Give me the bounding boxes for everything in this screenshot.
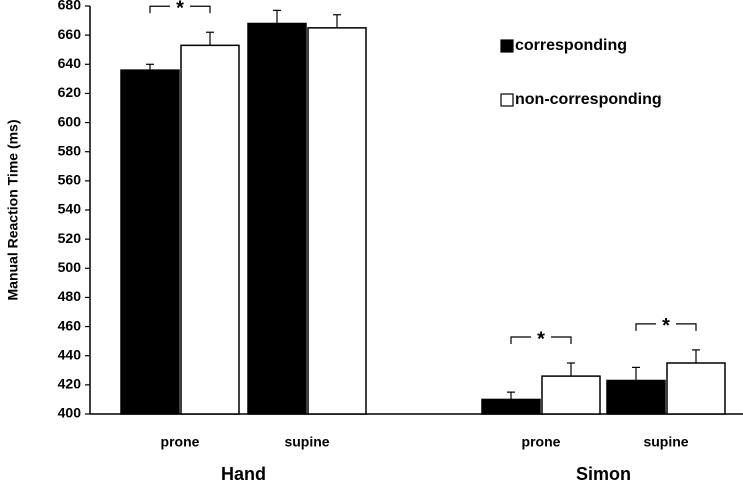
legend-swatch: [500, 39, 514, 53]
bar: [120, 69, 180, 415]
significance-bracket: [635, 323, 697, 331]
x-tick-label: supine: [643, 434, 688, 450]
y-tick-label: 620: [58, 84, 82, 100]
y-tick-label: 580: [58, 142, 82, 158]
bar: [307, 27, 367, 415]
y-tick-label: 660: [58, 26, 82, 42]
legend-label: non-corresponding: [515, 91, 662, 108]
x-tick-label: prone: [522, 434, 561, 450]
y-tick-label: 600: [58, 113, 82, 129]
bar: [247, 22, 307, 415]
y-tick-label: 560: [58, 172, 82, 188]
y-tick-label: 440: [58, 346, 82, 362]
y-tick-label: 680: [58, 0, 82, 13]
bar: [180, 44, 240, 415]
legend-swatch: [500, 93, 514, 107]
x-tick-label: supine: [284, 434, 329, 450]
bar: [541, 375, 601, 415]
y-tick-label: 420: [58, 376, 82, 392]
x-tick-label: prone: [161, 434, 200, 450]
significance-label: *: [176, 0, 184, 20]
y-tick-label: 540: [58, 201, 82, 217]
y-axis-label: Manual Reaction Time (ms): [5, 119, 21, 300]
y-tick-label: 500: [58, 259, 82, 275]
y-tick-label: 400: [58, 405, 82, 421]
y-tick-label: 520: [58, 230, 82, 246]
bar: [606, 379, 666, 415]
bar: [666, 362, 726, 415]
significance-label: *: [662, 315, 670, 337]
group-label: Simon: [576, 464, 631, 484]
y-tick-label: 460: [58, 317, 82, 333]
significance-bracket: [149, 5, 211, 14]
significance-label: *: [537, 328, 545, 350]
significance-bracket: [510, 336, 572, 344]
bar: [481, 398, 541, 415]
group-label: Hand: [221, 464, 266, 484]
y-tick-label: 480: [58, 288, 82, 304]
legend-label: corresponding: [515, 37, 627, 54]
y-tick-label: 640: [58, 55, 82, 71]
